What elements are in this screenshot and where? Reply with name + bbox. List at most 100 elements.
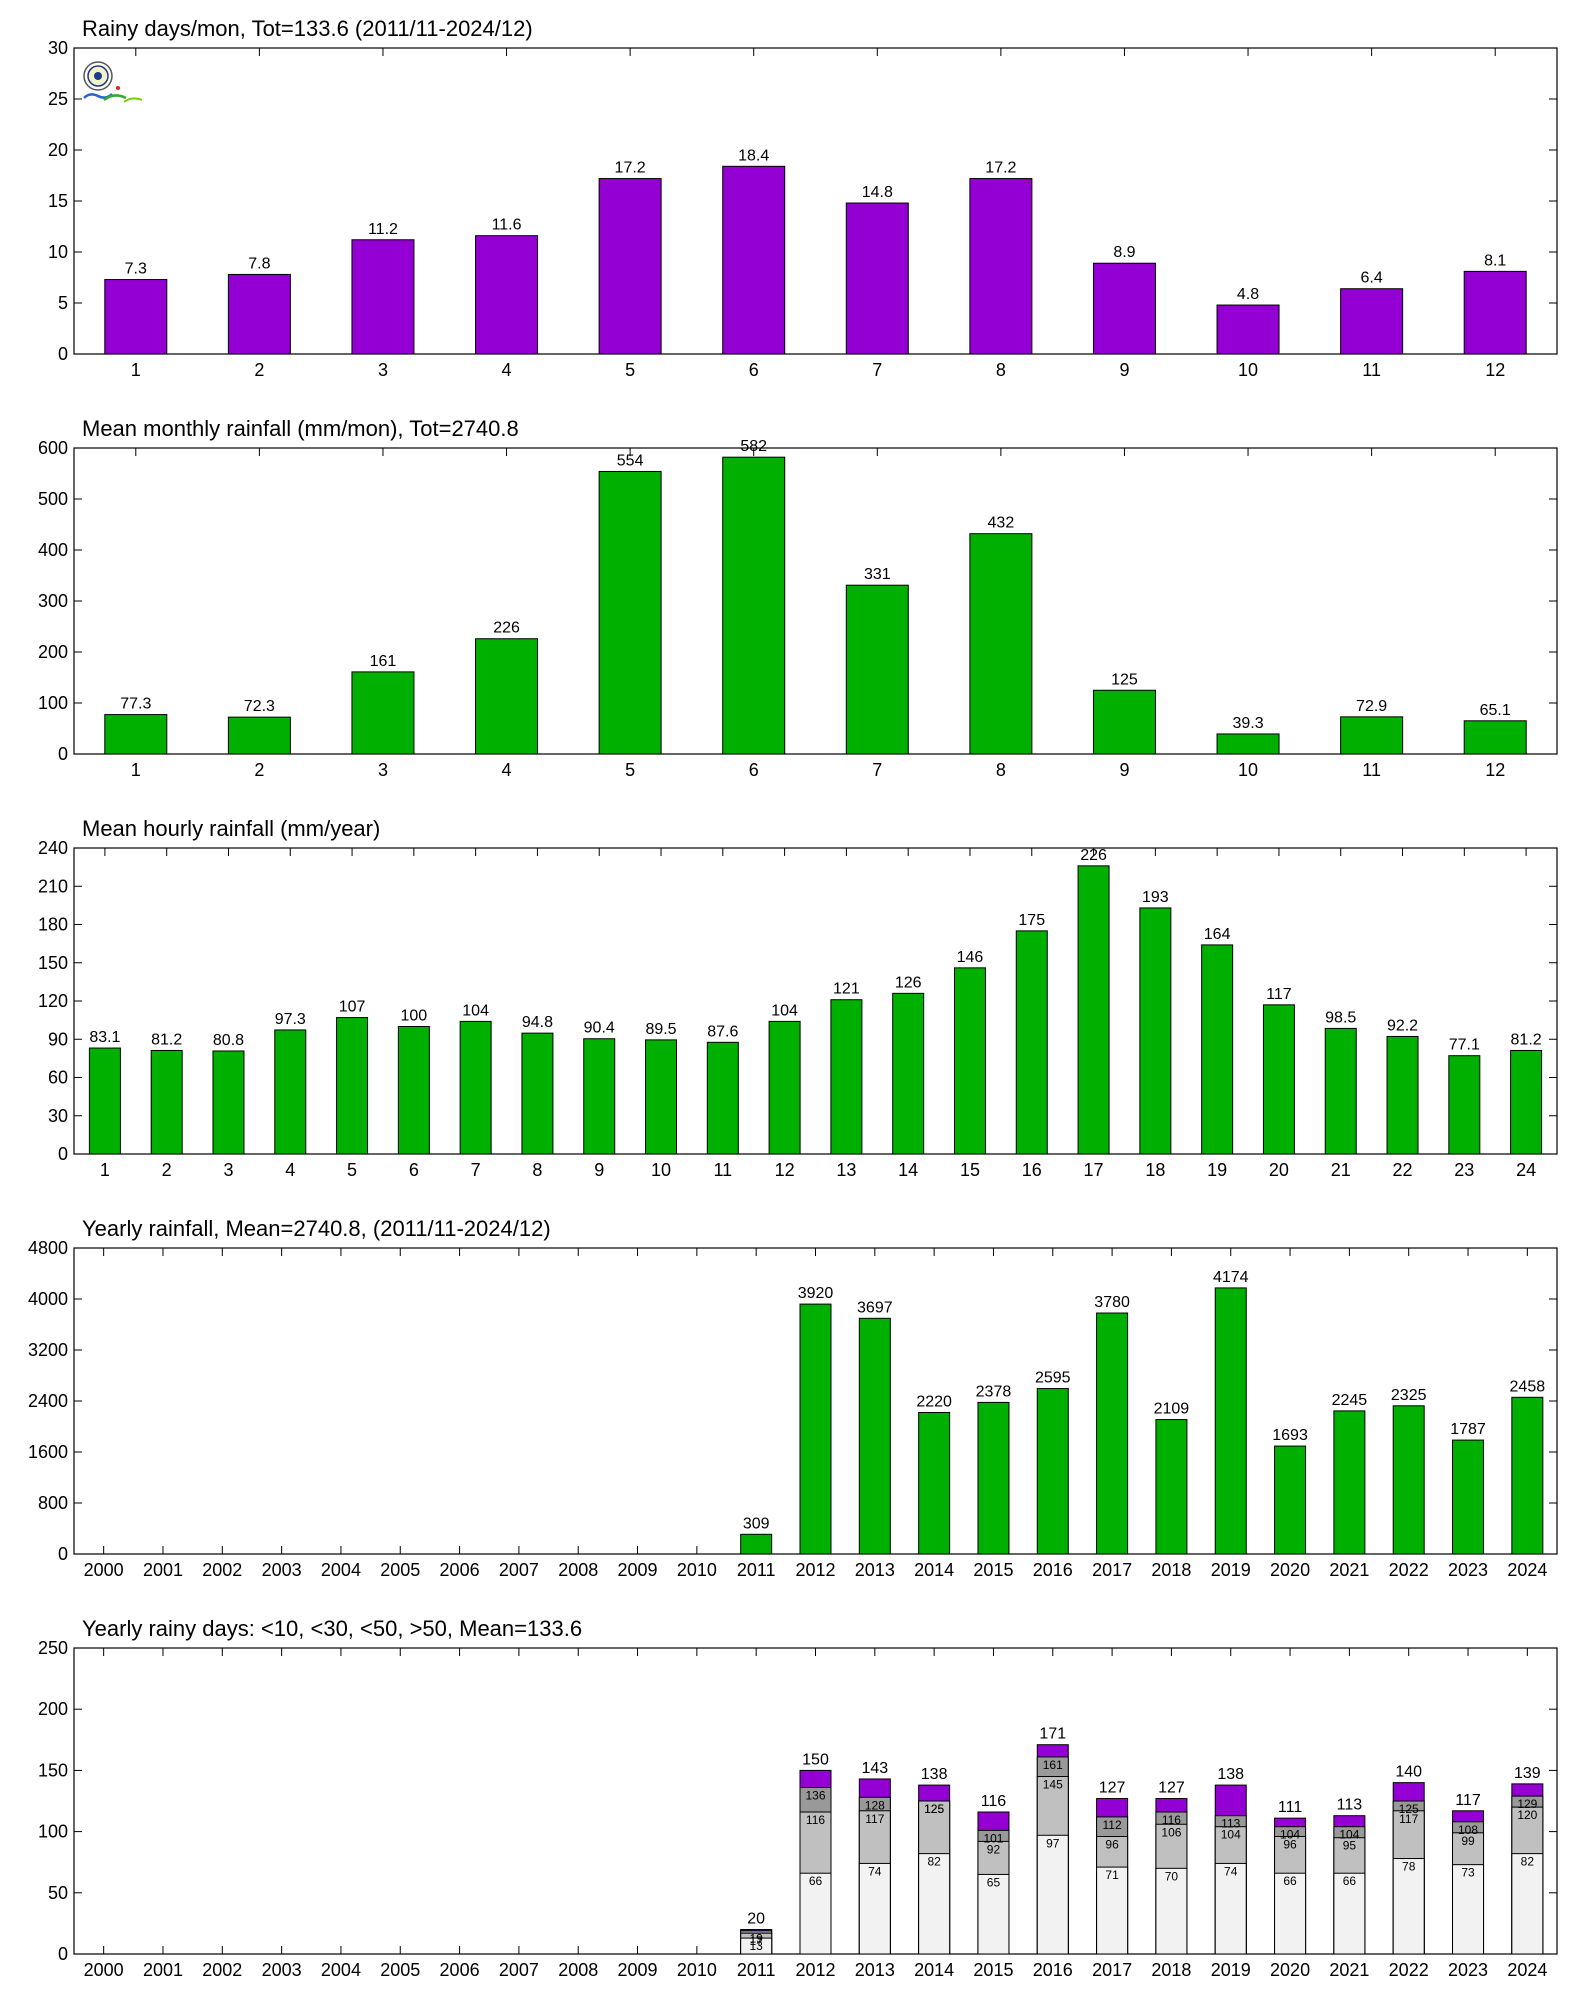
chart-5-xtick-label: 2008 — [558, 1960, 598, 1980]
chart-3-data-label: 193 — [1142, 889, 1169, 906]
chart-5-stack-segment — [1214, 1862, 1247, 1955]
chart-4-xtick-label: 2011 — [737, 1560, 776, 1580]
chart-2-ytick-label: 600 — [38, 438, 68, 458]
chart-3-xtick-label: 3 — [223, 1160, 233, 1180]
chart-5-stack-label: 104 — [1221, 1828, 1241, 1842]
chart-3-xtick-label: 23 — [1454, 1160, 1474, 1180]
chart-1-bar — [845, 202, 909, 355]
chart-1-bar — [475, 235, 539, 355]
chart-4-xtick-label: 2005 — [380, 1560, 420, 1580]
chart-1-xtick-label: 3 — [378, 360, 388, 380]
chart-5-total-label: 127 — [1158, 1780, 1185, 1797]
chart-5-stack-segment — [799, 1872, 832, 1955]
chart-1-frame — [73, 47, 1558, 355]
chart-4-bar — [1155, 1419, 1188, 1555]
chart-4-data-label: 3920 — [798, 1285, 834, 1302]
chart-2-bar — [845, 584, 909, 755]
chart-2-data-label: 331 — [864, 566, 891, 583]
chart-1-xtick-label: 11 — [1362, 360, 1381, 380]
chart-1-ytick-label: 30 — [48, 38, 68, 58]
chart-4-bar — [1452, 1439, 1485, 1555]
chart-2-bar — [722, 456, 786, 755]
chart-4-xtick-label: 2017 — [1092, 1560, 1132, 1580]
chart-5-stack-label: 71 — [1105, 1868, 1119, 1882]
chart-5-stack-label: 19 — [750, 1932, 764, 1946]
chart-5-stack-label: 101 — [983, 1831, 1003, 1845]
chart-2-data-label: 77.3 — [120, 696, 151, 713]
chart-2-data-label: 72.9 — [1356, 698, 1387, 715]
chart-4-xtick-label: 2024 — [1507, 1560, 1547, 1580]
chart-5-stack-label: 136 — [805, 1789, 825, 1803]
chart-2-data-label: 72.3 — [244, 698, 275, 715]
chart-3-ytick-label: 240 — [38, 838, 68, 858]
chart-5-xtick-label: 2009 — [618, 1960, 658, 1980]
chart-1-xtick-label: 2 — [254, 360, 264, 380]
chart-5-xtick-label: 2023 — [1448, 1960, 1488, 1980]
chart-4-data-label: 2325 — [1391, 1387, 1427, 1404]
chart-3-xtick-label: 12 — [775, 1160, 795, 1180]
chart-4-xtick-label: 2012 — [795, 1560, 835, 1580]
chart-5-xtick-label: 2002 — [202, 1960, 242, 1980]
chart-2-title: Mean monthly rainfall (mm/mon), Tot=2740… — [82, 416, 519, 441]
chart-4-data-label: 1693 — [1272, 1427, 1308, 1444]
chart-3-bar — [583, 1038, 616, 1155]
chart-3-xtick-label: 4 — [285, 1160, 295, 1180]
chart-5-stack-label: 66 — [809, 1874, 823, 1888]
chart-5-stack-label: 125 — [1399, 1802, 1419, 1816]
chart-5-stack-label: 78 — [1402, 1860, 1416, 1874]
chart-2-xtick-label: 3 — [378, 760, 388, 780]
chart-5-stack-segment — [1392, 1858, 1425, 1955]
chart-3-bar — [1262, 1004, 1295, 1155]
chart-5-stack-label: 128 — [865, 1798, 885, 1812]
chart-5-stack-label: 73 — [1461, 1866, 1475, 1880]
chart-3-bar — [706, 1041, 739, 1155]
chart-2-ytick-label: 200 — [38, 642, 68, 662]
chart-5-stack-label: 74 — [1224, 1864, 1238, 1878]
chart-4-data-label: 2378 — [976, 1383, 1012, 1400]
chart-4-xtick-label: 2004 — [321, 1560, 361, 1580]
chart-4-xtick-label: 2008 — [558, 1560, 598, 1580]
chart-5-stack-label: 117 — [1399, 1812, 1418, 1826]
chart-2-xtick-label: 10 — [1238, 760, 1258, 780]
chart-3-data-label: 97.3 — [275, 1011, 306, 1028]
chart-1-bar — [1340, 288, 1404, 355]
chart-5-xtick-label: 2020 — [1270, 1960, 1310, 1980]
chart-5-stack-label: 145 — [1043, 1778, 1063, 1792]
chart-2-xtick-label: 4 — [502, 760, 512, 780]
chart-4-xtick-label: 2007 — [499, 1560, 539, 1580]
chart-1-ytick-label: 5 — [58, 293, 68, 313]
chart-1-ytick-label: 10 — [48, 242, 68, 262]
chart-3-xtick-label: 1 — [100, 1160, 110, 1180]
chart-5-xtick-label: 2012 — [795, 1960, 835, 1980]
chart-5-xtick-label: 2015 — [973, 1960, 1013, 1980]
chart-5-stack-segment — [977, 1873, 1010, 1955]
chart-5-stack-segment — [1274, 1872, 1307, 1955]
chart-1-xtick-label: 9 — [1119, 360, 1129, 380]
chart-1-bar — [969, 178, 1033, 355]
chart-5-ytick-label: 250 — [38, 1638, 68, 1658]
chart-5-stack-label: 104 — [1339, 1828, 1359, 1842]
chart-4-bar — [1392, 1405, 1425, 1555]
chart-4-title: Yearly rainfall, Mean=2740.8, (2011/11-2… — [82, 1216, 551, 1241]
chart-3-data-label: 104 — [462, 1002, 489, 1019]
chart-5-total-label: 111 — [1278, 1799, 1302, 1816]
chart-5-xtick-label: 2005 — [380, 1960, 420, 1980]
chart-2-xtick-label: 2 — [254, 760, 264, 780]
chart-1-data-label: 18.4 — [738, 147, 769, 164]
chart-1-data-label: 11.6 — [492, 217, 522, 234]
chart-3-bar — [1386, 1035, 1419, 1155]
chart-3-bar — [892, 992, 925, 1155]
chart-5-ytick-label: 150 — [38, 1760, 68, 1780]
chart-3-xtick-label: 24 — [1516, 1160, 1536, 1180]
chart-4-bar — [1096, 1312, 1129, 1555]
chart-3-bar — [274, 1029, 307, 1155]
chart-3-data-label: 126 — [895, 974, 922, 991]
chart-5-total-label: 171 — [1039, 1726, 1066, 1743]
chart-3-bar — [521, 1032, 554, 1155]
chart-5-stack-label: 161 — [1043, 1758, 1063, 1772]
chart-3-bar — [459, 1020, 492, 1155]
chart-4-ytick-label: 0 — [58, 1544, 68, 1564]
chart-4-xtick-label: 2001 — [143, 1560, 183, 1580]
chart-3-xtick-label: 17 — [1084, 1160, 1104, 1180]
